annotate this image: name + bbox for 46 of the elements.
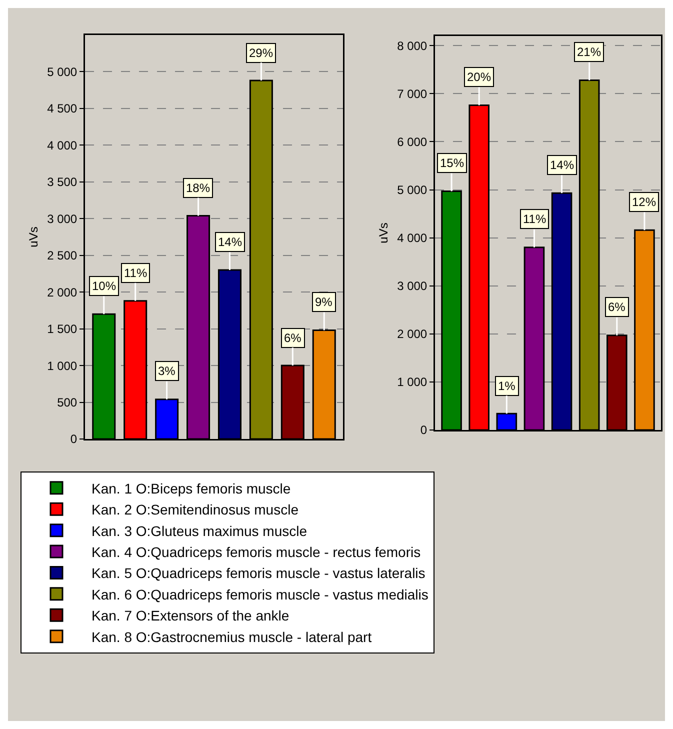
- annotation: 10%: [92, 279, 116, 293]
- y-tick-label: 6 000: [397, 134, 428, 149]
- y-tick-label: 500: [57, 395, 78, 410]
- annotation: 11%: [124, 266, 148, 280]
- y-tick-label: 8 000: [397, 38, 428, 53]
- annotation: 14%: [550, 158, 574, 172]
- y-tick-label: 2 000: [47, 285, 78, 300]
- annotation: 14%: [218, 235, 242, 249]
- annotation: 15%: [440, 156, 464, 170]
- y-tick-label: 4 000: [397, 231, 428, 245]
- y-tick-label: 5 000: [47, 64, 78, 79]
- legend-label: Kan. 7 O:Extensors of the ankle: [92, 608, 290, 624]
- legend-label: Kan. 6 O:Quadriceps femoris muscle - vastus medialis: [92, 586, 428, 602]
- y-tick-label: 4 500: [47, 102, 78, 116]
- y-tick-label: 3 000: [47, 212, 78, 226]
- annotation: 21%: [577, 45, 602, 59]
- y-tick-label: 1 000: [47, 358, 78, 373]
- legend-label: Kan. 1 O:Biceps femoris muscle: [92, 480, 291, 496]
- annotation: 6%: [608, 300, 626, 314]
- legend-label: Kan. 3 O:Gluteus maximus muscle: [92, 522, 308, 539]
- legend-label: Kan. 4 O:Quadriceps femoris muscle - rectus femoris: [92, 544, 421, 560]
- legend-label: Kan. 5 O:Quadriceps femoris muscle - vastus lateralis: [92, 565, 426, 582]
- y-tick-label: 7 000: [397, 86, 428, 101]
- annotation: 1%: [498, 379, 516, 393]
- annotation: 9%: [315, 295, 333, 309]
- y-tick-label: 5 000: [397, 182, 428, 197]
- y-tick-label: 2 500: [47, 248, 78, 263]
- y-tick-label: 3 500: [47, 175, 78, 190]
- y-tick-label: 0: [70, 432, 78, 446]
- annotation: 29%: [249, 46, 274, 60]
- y-tick-label: 2 000: [397, 327, 428, 342]
- annotation: 3%: [158, 364, 176, 378]
- y-tick-label: 1 500: [47, 322, 78, 336]
- annotation: 6%: [284, 331, 302, 345]
- annotation: 18%: [186, 181, 210, 195]
- annotation: 20%: [467, 70, 492, 84]
- y-axis-title: uVs: [26, 226, 41, 248]
- legend-label: Kan. 2 O:Semitendinosus muscle: [92, 502, 299, 518]
- y-tick-label: 4 000: [47, 138, 78, 152]
- y-tick-label: 0: [420, 423, 428, 438]
- legend-label: Kan. 8 O:Gastrocnemius muscle - lateral part: [92, 628, 372, 645]
- y-tick-label: 1 000: [397, 375, 428, 390]
- annotation: 11%: [523, 212, 546, 226]
- annotation: 12%: [632, 195, 656, 209]
- y-axis-title: uVs: [376, 222, 391, 244]
- y-tick-label: 3 000: [397, 279, 428, 294]
